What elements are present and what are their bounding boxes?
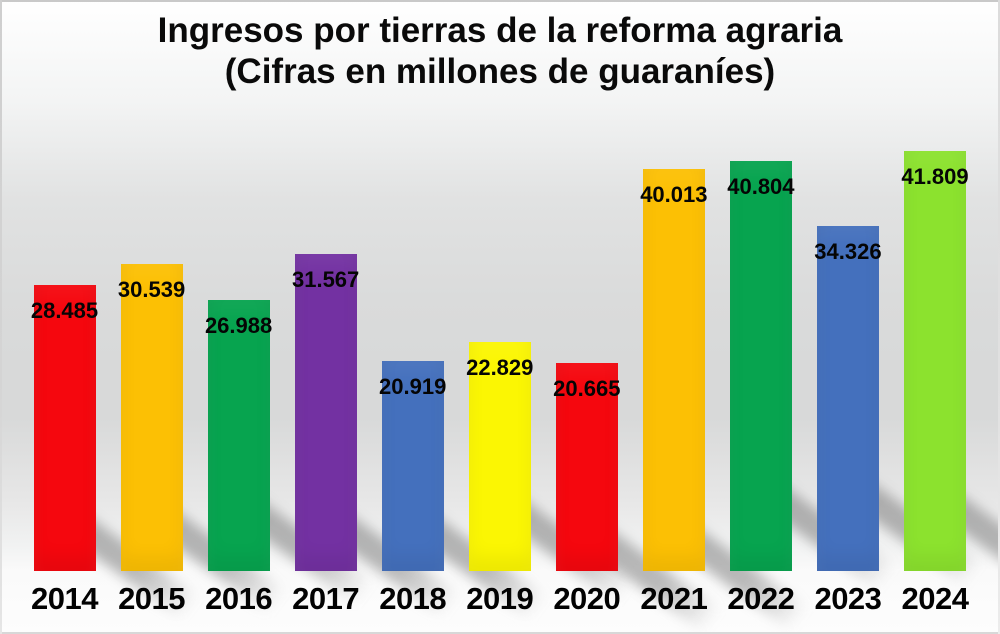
value-label-2023: 34.326 bbox=[814, 239, 882, 265]
bar-2020 bbox=[555, 363, 618, 571]
year-label-2014: 2014 bbox=[31, 581, 98, 616]
year-label-2018: 2018 bbox=[379, 581, 447, 616]
value-label-2015: 30.539 bbox=[117, 277, 186, 303]
value-label-2020: 20.665 bbox=[553, 376, 621, 402]
chart-title-line2: (Cifras en millones de guaraníes) bbox=[224, 52, 776, 91]
frame-edge-right bbox=[998, 0, 1000, 634]
frame-edge-bottom bbox=[0, 632, 1000, 634]
value-label-2024: 41.809 bbox=[901, 163, 969, 189]
year-label-2019: 2019 bbox=[466, 581, 534, 616]
year-label-2023: 2023 bbox=[814, 581, 882, 616]
year-label-2016: 2016 bbox=[205, 581, 273, 616]
chart-title: Ingresos por tierras de la reforma agrar… bbox=[0, 10, 1000, 92]
bar-2023 bbox=[816, 226, 879, 571]
year-label-2021: 2021 bbox=[640, 581, 708, 616]
bar-2022 bbox=[729, 160, 792, 571]
value-label-2022: 40.804 bbox=[727, 173, 795, 199]
value-label-2019: 22.829 bbox=[466, 354, 534, 380]
year-label-2022: 2022 bbox=[727, 581, 795, 616]
value-label-2021: 40.013 bbox=[640, 181, 708, 207]
bar-2015 bbox=[120, 264, 183, 571]
year-label-2024: 2024 bbox=[901, 581, 969, 616]
bar-2021 bbox=[642, 168, 705, 571]
bar-2017 bbox=[294, 253, 357, 571]
bar-2014 bbox=[33, 284, 96, 571]
chart-title-line1: Ingresos por tierras de la reforma agrar… bbox=[157, 11, 843, 50]
year-label-2020: 2020 bbox=[553, 581, 621, 616]
frame-edge-left bbox=[0, 0, 2, 634]
value-label-2018: 20.919 bbox=[379, 373, 447, 399]
frame-edge-top bbox=[0, 0, 1000, 2]
bar-2016 bbox=[207, 299, 270, 571]
year-label-2015: 2015 bbox=[118, 581, 186, 616]
year-label-2017: 2017 bbox=[292, 581, 360, 616]
bar-2019 bbox=[468, 341, 531, 571]
bar-2024 bbox=[904, 150, 966, 571]
value-label-2017: 31.567 bbox=[291, 266, 360, 292]
value-label-2016: 26.988 bbox=[204, 312, 273, 338]
value-label-2014: 28.485 bbox=[30, 297, 99, 323]
bar-2018 bbox=[381, 360, 444, 571]
